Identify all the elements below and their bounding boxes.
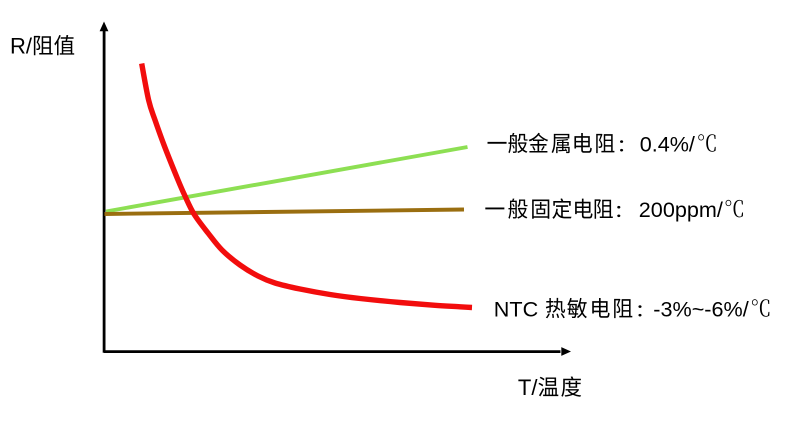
- svg-text:200ppm/: 200ppm/: [639, 197, 723, 222]
- svg-text:T/: T/: [518, 375, 538, 400]
- svg-text:-3%~-6%/: -3%~-6%/: [653, 296, 748, 321]
- svg-text:NTC: NTC: [494, 296, 538, 321]
- svg-text:0.4%/: 0.4%/: [640, 131, 695, 156]
- svg-text:R/: R/: [10, 34, 33, 59]
